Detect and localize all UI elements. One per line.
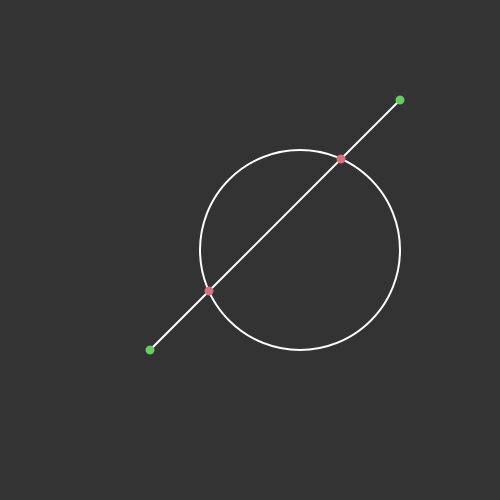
- segment-endpoint-start-handle[interactable]: [145, 345, 155, 355]
- circle-shape: [199, 149, 401, 351]
- segment-endpoint-end-handle[interactable]: [395, 95, 405, 105]
- intersection-point-upper: [336, 154, 346, 164]
- line-segment: [149, 99, 401, 351]
- intersection-point-lower: [204, 286, 214, 296]
